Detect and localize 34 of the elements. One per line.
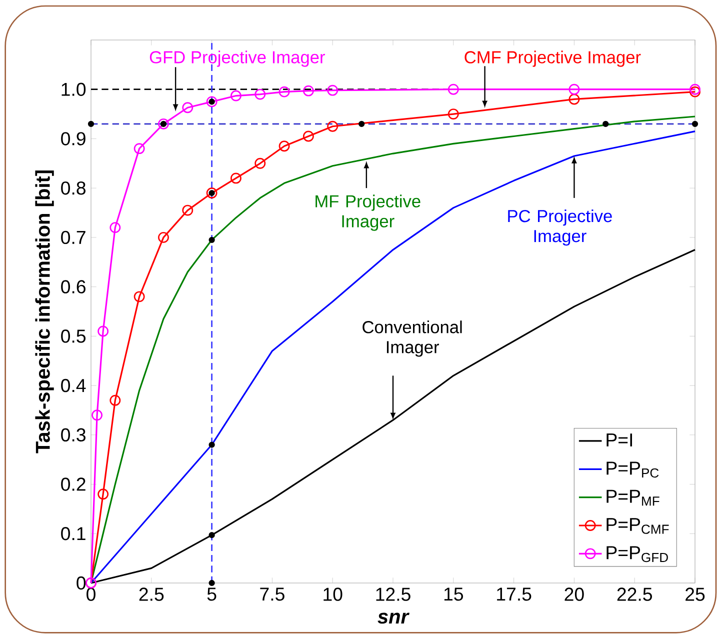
- x-tick-label: 5: [207, 588, 216, 601]
- annotation: MF Projective Imager: [316, 194, 420, 231]
- y-tick-label: 0.3: [61, 428, 86, 442]
- x-tick-label: 17.5: [497, 588, 532, 601]
- legend-label: P=P$_{MF}$: [606, 490, 660, 506]
- y-tick-label: 0: [76, 576, 86, 590]
- y-tick-label: 0.6: [61, 280, 86, 294]
- y-tick-label: 0.8: [61, 181, 86, 195]
- x-tick-label: 22.5: [617, 588, 652, 601]
- annotation: GFD Projective Imager: [150, 50, 325, 67]
- legend-label: P=P$_{GFD}$: [606, 546, 668, 562]
- x-tick-label: 10: [324, 588, 342, 601]
- y-tick-label: 0.5: [61, 330, 86, 343]
- y-tick-label: 0.7: [61, 230, 86, 244]
- y-axis-title: Task-specific information [bit]: [35, 170, 54, 454]
- annotation: CMF Projective Imager: [464, 50, 641, 67]
- x-tick-label: 12.5: [376, 588, 410, 601]
- annotation: Conventional Imager: [362, 320, 462, 357]
- y-tick-label: 0.2: [61, 478, 86, 491]
- legend-label: P=I: [606, 434, 632, 446]
- x-tick-label: 15: [444, 588, 463, 601]
- x-axis-title: snr: [378, 612, 410, 624]
- x-tick-label: 2.5: [139, 588, 164, 601]
- legend-label: P=P$_{CMF}$: [606, 518, 669, 534]
- y-tick-label: 0.4: [61, 378, 86, 392]
- x-tick-label: 20: [564, 588, 584, 601]
- y-tick-label: 0.1: [61, 527, 86, 540]
- legend-label: P=P$_{PC}$: [606, 462, 659, 478]
- x-tick-label: 0: [86, 588, 96, 601]
- x-tick-label: 7.5: [260, 588, 284, 601]
- annotation: PC Projective Imager: [508, 209, 612, 246]
- y-tick-label: 0.9: [61, 132, 86, 146]
- y-tick-label: 1.0: [62, 82, 86, 96]
- x-tick-label: 25: [686, 588, 705, 601]
